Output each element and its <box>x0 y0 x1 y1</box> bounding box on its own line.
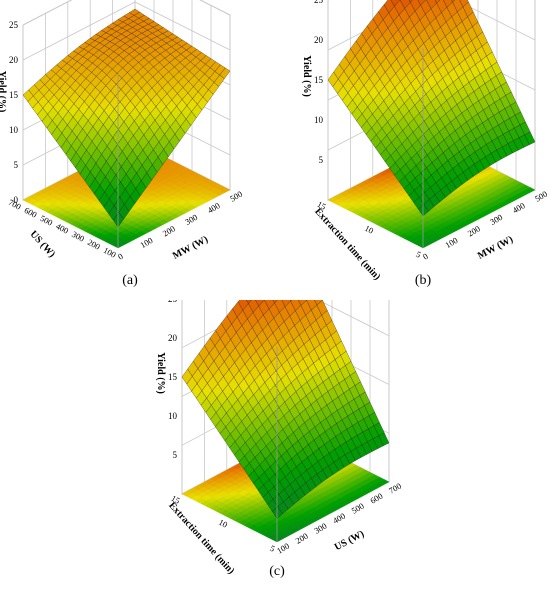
y-tick-label: 100 <box>102 245 118 260</box>
chart-panel-a: 0 5 10 15 20 25 Yield (%) 0 100 200 300 400 500 MW (W… <box>0 0 275 300</box>
y-tick-label: 15 <box>316 199 328 212</box>
x-tick-label: 500 <box>228 189 244 204</box>
x-axis-label: US (W) <box>333 528 366 553</box>
z-tick-label: 5 <box>319 155 324 165</box>
caption-a: (a) <box>122 273 138 288</box>
caption-c: (c) <box>269 564 285 579</box>
y-tick-label: 10 <box>363 223 375 236</box>
x-tick-label: 500 <box>533 189 549 204</box>
z-tick-label: 15 <box>314 75 324 85</box>
y-tick-label: 15 <box>170 493 182 506</box>
z-tick-label: 20 <box>9 55 19 65</box>
x-tick-label: 0 <box>421 251 430 262</box>
y-axis-label: US (W) <box>28 229 58 260</box>
z-axis-label: Yield (%) <box>301 55 312 97</box>
y-tick-label: 5 <box>414 249 422 260</box>
x-tick-label: 100 <box>275 541 291 556</box>
z-tick-label: 25 <box>168 300 178 304</box>
y-tick-label: 400 <box>54 221 70 236</box>
x-tick-label: 100 <box>138 235 154 250</box>
x-tick-label: 200 <box>161 223 177 238</box>
x-tick-label: 100 <box>443 235 459 250</box>
y-tick-label: 600 <box>23 205 39 220</box>
surface-mesh <box>22 8 231 228</box>
z-tick-label: 20 <box>168 333 178 343</box>
z-tick-label: 0 <box>14 195 19 205</box>
z-gridline <box>22 0 231 26</box>
y-tick-label: 10 <box>217 517 229 530</box>
x-tick-label: 400 <box>511 200 527 215</box>
x-axis-label: MW (W) <box>476 234 515 262</box>
y-tick-label: 5 <box>268 543 276 554</box>
x-tick-label: 300 <box>183 212 199 227</box>
x-tick-label: 200 <box>466 223 482 238</box>
x-tick-label: 600 <box>368 491 384 506</box>
x-tick-label: 400 <box>331 511 347 526</box>
surface-mesh <box>181 300 390 519</box>
x-tick-label: 700 <box>387 481 403 496</box>
y-tick-label: 200 <box>86 237 102 252</box>
x-tick-label: 200 <box>294 531 310 546</box>
z-tick-label: 15 <box>168 372 178 382</box>
x-tick-label: 300 <box>488 212 504 227</box>
z-tick-label: 10 <box>168 411 178 421</box>
y-tick-label: 700 <box>7 197 23 212</box>
y-tick-label: 500 <box>38 213 54 228</box>
x-tick-label: 0 <box>116 251 125 262</box>
caption-b: (b) <box>414 273 432 288</box>
z-tick-label: 25 <box>9 20 19 30</box>
z-tick-label: 10 <box>9 125 19 135</box>
x-tick-label: 400 <box>206 200 222 215</box>
z-tick-label: 10 <box>314 115 324 125</box>
z-axis-label: Yield (%) <box>0 71 7 113</box>
x-tick-label: 500 <box>350 501 366 516</box>
x-tick-label: 300 <box>312 521 328 536</box>
surface-mesh <box>327 0 536 217</box>
z-tick-label: 25 <box>314 0 324 5</box>
z-tick-label: 5 <box>14 160 19 170</box>
chart-panel-b: 5 10 15 20 25 Yield (%) 0 100 200 300 400 500 MW (W)… <box>275 0 550 300</box>
z-tick-label: 15 <box>9 90 19 100</box>
z-tick-label: 5 <box>173 450 178 460</box>
z-tick-label: 20 <box>314 35 324 45</box>
z-axis-label: Yield (%) <box>155 352 166 394</box>
y-tick-label: 300 <box>70 229 86 244</box>
surface-plot-b: 5 10 15 20 25 Yield (%) 0 100 200 300 400 500 MW (W)… <box>301 0 549 282</box>
x-axis-label: MW (W) <box>171 234 210 262</box>
